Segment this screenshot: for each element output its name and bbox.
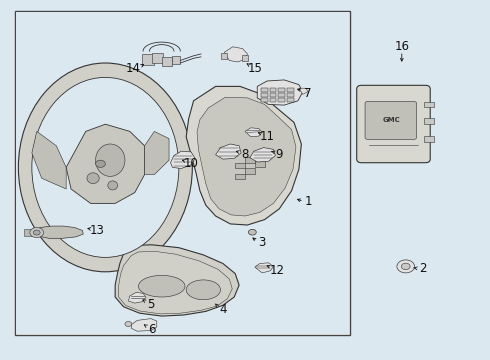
Bar [235,163,245,168]
Bar [287,88,294,92]
Bar [235,174,245,179]
Text: 6: 6 [148,323,156,336]
Circle shape [33,230,40,235]
Bar [287,98,294,102]
Bar [424,118,434,124]
Polygon shape [131,319,157,331]
Circle shape [401,263,410,270]
Polygon shape [115,245,239,316]
Circle shape [397,260,415,273]
Text: 11: 11 [260,130,274,143]
Ellipse shape [138,275,185,297]
Circle shape [30,228,44,238]
Polygon shape [255,263,273,273]
Ellipse shape [108,181,118,190]
FancyBboxPatch shape [357,85,430,163]
Polygon shape [299,88,308,94]
Text: 15: 15 [247,62,262,75]
Polygon shape [171,151,195,168]
Bar [261,98,268,102]
Circle shape [96,160,105,167]
Text: 8: 8 [241,148,249,161]
Text: 12: 12 [270,264,284,276]
Bar [278,88,285,92]
Text: 4: 4 [219,303,227,316]
Bar [245,168,255,174]
Polygon shape [197,97,296,216]
Ellipse shape [87,173,99,184]
Bar [270,98,276,102]
Bar [261,88,268,92]
Bar [261,93,268,97]
Text: 9: 9 [275,148,283,161]
Bar [162,57,172,66]
Ellipse shape [32,77,179,257]
Text: 16: 16 [394,40,409,53]
FancyBboxPatch shape [365,102,416,139]
Text: 13: 13 [90,224,104,237]
Polygon shape [32,131,66,189]
Bar [287,93,294,97]
Bar [24,229,34,236]
Polygon shape [224,47,247,62]
Bar [278,93,285,97]
Bar [424,102,434,107]
Bar [424,136,434,142]
Bar [142,54,154,65]
Circle shape [248,229,256,235]
Polygon shape [66,124,145,203]
Bar [152,53,163,63]
Bar [245,157,255,163]
Polygon shape [128,292,146,303]
Bar [221,53,227,59]
Bar [242,55,248,61]
Text: 3: 3 [258,237,266,249]
Bar [172,56,180,64]
Polygon shape [216,144,241,159]
Text: 2: 2 [418,262,426,275]
Polygon shape [250,148,275,162]
Ellipse shape [186,280,220,300]
Bar [278,98,285,102]
Text: 10: 10 [184,157,198,170]
Text: 14: 14 [126,62,141,75]
Text: 5: 5 [147,298,155,311]
Polygon shape [145,131,169,175]
Polygon shape [33,226,83,238]
Ellipse shape [96,144,125,176]
Polygon shape [186,86,301,225]
Bar [15,11,350,335]
Bar [16,12,349,334]
Circle shape [125,321,132,327]
Bar [255,161,265,167]
Polygon shape [257,80,303,105]
Text: GMC: GMC [382,117,400,123]
Bar [270,88,276,92]
Polygon shape [245,128,262,137]
Text: 1: 1 [305,195,313,208]
Text: 7: 7 [304,87,312,100]
Ellipse shape [19,63,192,272]
Bar [270,93,276,97]
